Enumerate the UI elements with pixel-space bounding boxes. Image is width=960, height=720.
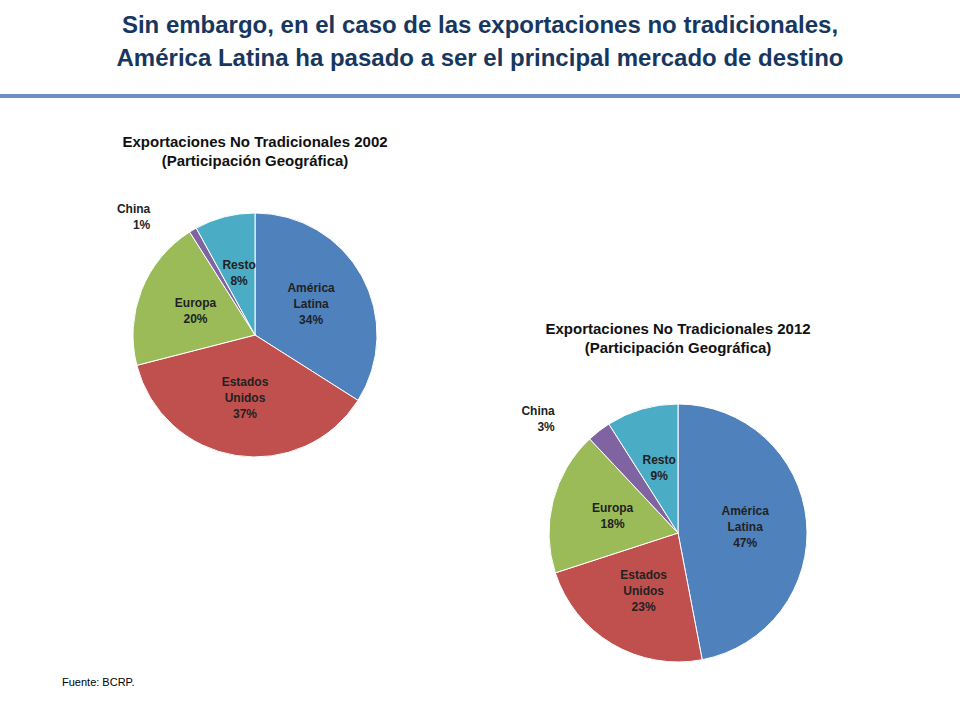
svg-text:Europa: Europa xyxy=(592,501,634,515)
html-text:Sin embargo, en el caso de las: Sin embargo, en el caso de las exportaci… xyxy=(121,11,839,38)
svg-text:Europa: Europa xyxy=(175,296,217,310)
svg-text:34%: 34% xyxy=(299,313,323,327)
svg-text:18%: 18% xyxy=(601,517,625,531)
svg-text:(Participación Geográfica): (Participación Geográfica) xyxy=(162,152,349,169)
svg-text:Resto: Resto xyxy=(642,453,675,467)
svg-text:Latina: Latina xyxy=(293,297,329,311)
svg-text:9%: 9% xyxy=(650,469,668,483)
svg-text:Unidos: Unidos xyxy=(623,584,664,598)
svg-text:América: América xyxy=(722,504,770,518)
svg-text:23%: 23% xyxy=(632,600,656,614)
svg-text:(Participación Geográfica): (Participación Geográfica) xyxy=(585,339,772,356)
svg-text:20%: 20% xyxy=(183,312,207,326)
svg-text:China: China xyxy=(117,202,151,216)
svg-text:37%: 37% xyxy=(233,407,257,421)
html-text:América Latina ha pasado a ser: América Latina ha pasado a ser el princi… xyxy=(116,44,844,71)
svg-text:América: América xyxy=(287,281,335,295)
svg-text:Exportaciones No Tradicionales: Exportaciones No Tradicionales 2002 xyxy=(122,133,387,150)
svg-text:3%: 3% xyxy=(537,420,555,434)
html-text:Fuente: BCRP.: Fuente: BCRP. xyxy=(62,676,135,688)
svg-text:Resto: Resto xyxy=(222,258,255,272)
svg-text:47%: 47% xyxy=(733,536,757,550)
svg-text:Unidos: Unidos xyxy=(225,391,266,405)
svg-text:Estados: Estados xyxy=(222,375,269,389)
svg-text:Latina: Latina xyxy=(728,520,764,534)
svg-text:China: China xyxy=(521,404,555,418)
svg-text:8%: 8% xyxy=(230,274,248,288)
svg-text:Estados: Estados xyxy=(620,568,667,582)
svg-text:1%: 1% xyxy=(133,218,151,232)
svg-text:Exportaciones No Tradicionales: Exportaciones No Tradicionales 2012 xyxy=(545,320,810,337)
